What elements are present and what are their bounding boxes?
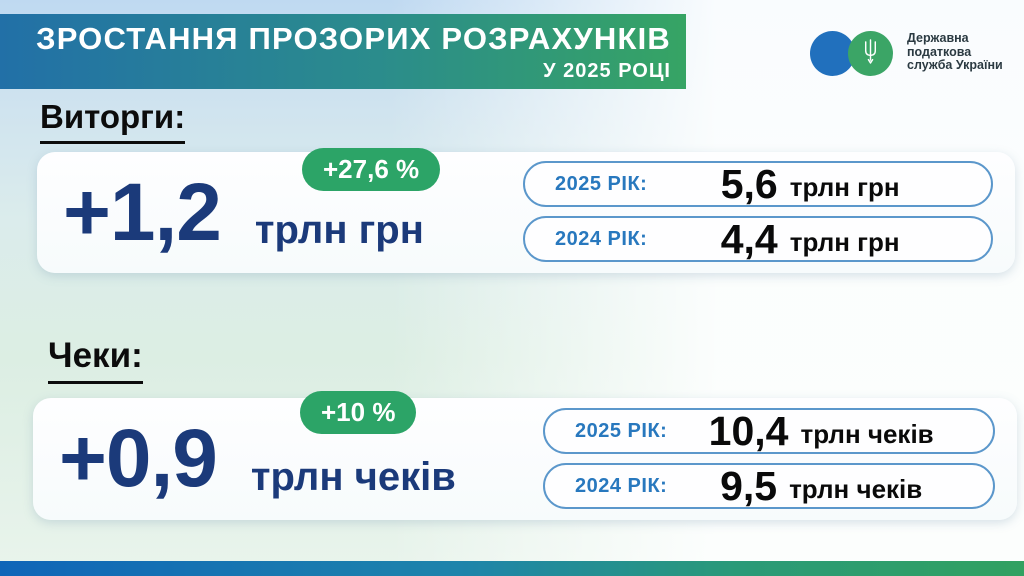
logo-circle-green bbox=[848, 31, 893, 76]
year-unit: трлн чеків bbox=[789, 474, 923, 504]
receipts-delta-value: +0,9 bbox=[59, 413, 218, 504]
year-value-group: 9,5 трлн чеків bbox=[667, 462, 975, 509]
page-title: ЗРОСТАННЯ ПРОЗОРИХ РОЗРАХУНКІВ bbox=[36, 20, 671, 56]
revenues-delta-value: +1,2 bbox=[63, 166, 222, 258]
section-heading-revenues: Виторги: bbox=[40, 98, 186, 144]
logo-org-name: Державна податкова служба України bbox=[907, 31, 1003, 73]
year-value-group: 4,4 трлн грн bbox=[647, 215, 973, 262]
logo-circle-blue bbox=[810, 31, 855, 76]
year-label: 2024 РІК: bbox=[555, 227, 648, 250]
year-label: 2025 РІК: bbox=[575, 419, 668, 442]
year-value: 5,6 bbox=[720, 160, 778, 207]
year-label: 2025 РІК: bbox=[555, 172, 648, 195]
receipts-percent-badge: +10 % bbox=[300, 391, 417, 434]
logo-org-line-2: податкова bbox=[907, 44, 972, 59]
year-value: 4,4 bbox=[720, 215, 778, 262]
bottom-gradient-bar bbox=[0, 561, 1024, 576]
revenues-percent-badge: +27,6 % bbox=[302, 148, 441, 191]
logo-org-line-1: Державна bbox=[907, 31, 969, 45]
receipts-delta-unit: трлн чеків bbox=[250, 454, 456, 499]
year-value: 9,5 bbox=[720, 462, 778, 509]
receipts-card: +0,9 трлн чеків +10 % 2025 РІК: 10,4 трл… bbox=[33, 391, 1017, 520]
section-heading-receipts: Чеки: bbox=[48, 336, 143, 384]
year-pill-2025-receipts: 2025 РІК: 10,4 трлн чеків bbox=[543, 408, 995, 454]
year-value-group: 10,4 трлн чеків bbox=[667, 407, 975, 454]
year-unit: трлн грн bbox=[789, 172, 900, 202]
revenues-year-pills: 2025 РІК: 5,6 трлн грн 2024 РІК: 4,4 трл… bbox=[523, 161, 993, 262]
year-value-group: 5,6 трлн грн bbox=[647, 160, 973, 207]
page-subtitle: У 2025 РОЦІ bbox=[543, 59, 671, 82]
year-unit: трлн чеків bbox=[800, 419, 934, 449]
year-label: 2024 РІК: bbox=[575, 474, 668, 497]
year-value: 10,4 bbox=[708, 407, 789, 454]
trident-icon bbox=[859, 38, 882, 70]
header-banner: ЗРОСТАННЯ ПРОЗОРИХ РОЗРАХУНКІВ У 2025 РО… bbox=[0, 14, 686, 89]
revenues-card: +1,2 трлн грн +27,6 % 2025 РІК: 5,6 трлн… bbox=[37, 148, 1015, 273]
year-pill-2025-revenues: 2025 РІК: 5,6 трлн грн bbox=[523, 161, 993, 207]
year-pill-2024-receipts: 2024 РІК: 9,5 трлн чеків bbox=[543, 463, 995, 509]
receipts-delta: +0,9 трлн чеків bbox=[59, 398, 456, 520]
year-unit: трлн грн bbox=[789, 227, 900, 257]
revenues-delta: +1,2 трлн грн bbox=[63, 152, 424, 273]
receipts-year-pills: 2025 РІК: 10,4 трлн чеків 2024 РІК: 9,5 … bbox=[543, 408, 995, 509]
logo-org-line-3: служба України bbox=[907, 58, 1003, 72]
revenues-delta-unit: трлн грн bbox=[254, 208, 424, 252]
year-pill-2024-revenues: 2024 РІК: 4,4 трлн грн bbox=[523, 216, 993, 262]
